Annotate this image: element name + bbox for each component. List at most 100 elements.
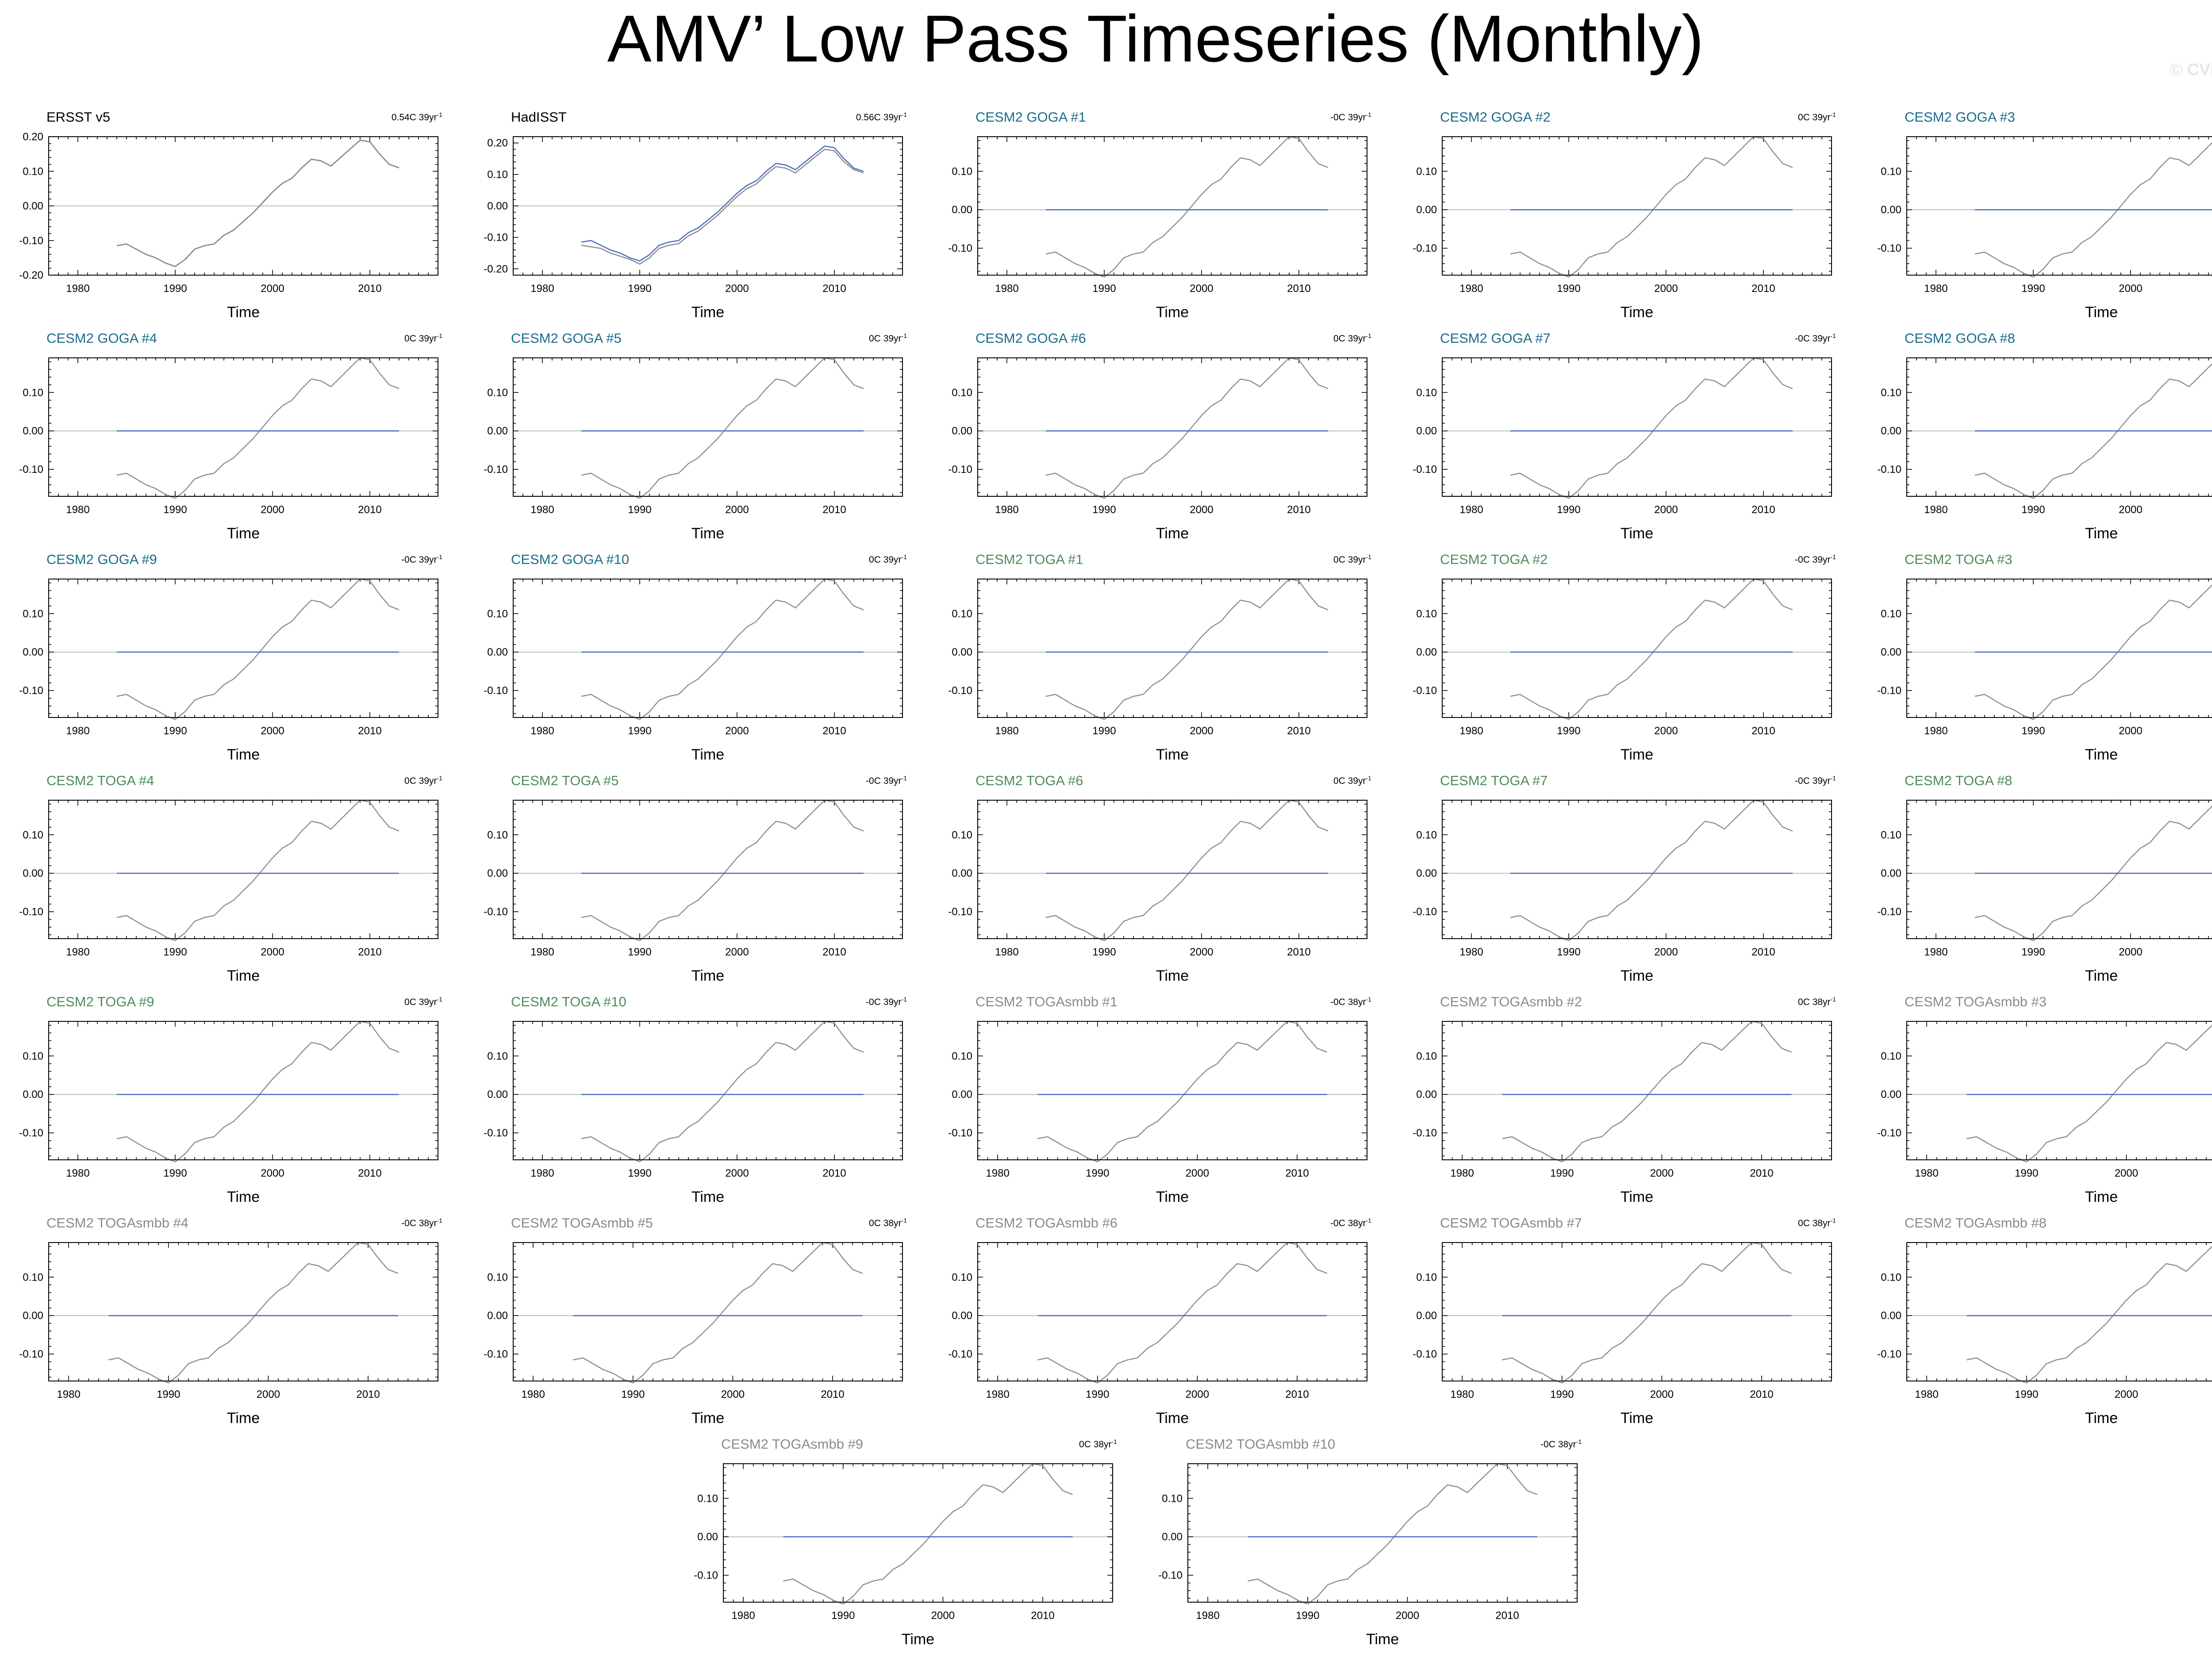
- x-tick-label: 1980: [66, 725, 89, 737]
- x-tick-label: 2000: [725, 1167, 749, 1179]
- x-axis-label: Time: [2085, 746, 2118, 763]
- observed-reference-line: [1248, 1463, 1538, 1605]
- y-tick-label: -0.10: [948, 464, 972, 476]
- chart-panel: ERSST v5 0.54C 39yr-1 Time -0.20 -0.10 0.00 0.…: [0, 105, 442, 326]
- plot-frame: [1906, 579, 2212, 718]
- x-tick-label: 2010: [821, 1389, 844, 1400]
- x-tick-label: 1990: [628, 283, 651, 295]
- y-tick-label: 0.00: [952, 1089, 972, 1101]
- x-tick-label: 1990: [621, 1389, 645, 1400]
- x-tick-label: 2010: [1287, 946, 1310, 958]
- y-tick-label: -0.10: [1877, 685, 1901, 697]
- observed-reference-line: [1510, 799, 1793, 941]
- x-tick-label: 1990: [628, 1167, 651, 1179]
- plot-frame: [513, 136, 903, 276]
- x-tick-label: 1990: [2015, 1389, 2038, 1400]
- x-axis-label: Time: [691, 1189, 725, 1205]
- chart-panel: CESM2 TOGAsmbb #2 0C 38yr-1 Time -0.10 0.00 0…: [1394, 990, 1836, 1211]
- y-tick-label: 0.00: [487, 867, 508, 879]
- panel-trend: -0C 38yr-1: [1540, 1438, 1582, 1450]
- y-tick-label: -0.10: [1877, 242, 1901, 254]
- plot-frame: [723, 1463, 1113, 1603]
- y-tick-label: 0.00: [487, 1310, 508, 1322]
- observed-reference-line: [1974, 584, 2212, 720]
- panel-trend: 0C 39yr-1: [404, 775, 442, 786]
- x-tick-label: 2010: [822, 946, 846, 958]
- x-tick-label: 1980: [530, 725, 554, 737]
- x-axis-label: Time: [1156, 967, 1189, 984]
- y-tick-label: -0.20: [484, 263, 508, 275]
- x-tick-label: 1980: [57, 1389, 80, 1400]
- y-tick-label: 0.10: [487, 169, 508, 180]
- x-tick-label: 2000: [261, 725, 284, 737]
- x-axis-label: Time: [2085, 967, 2118, 984]
- chart-panel: CESM2 GOGA #3-0C 39yr-1Time-0.100.000.10…: [1858, 105, 2212, 326]
- chart-panel: CESM2 GOGA #6 0C 39yr-1 Time -0.10 0.00 0.10 1…: [929, 326, 1371, 547]
- panel-trend: 0C 39yr-1: [1333, 553, 1371, 565]
- plot-frame: [1906, 357, 2212, 497]
- y-tick-label: -0.10: [1413, 464, 1437, 476]
- observed-reference-line: [1974, 142, 2212, 278]
- panel-title: CESM2 GOGA #4: [46, 330, 157, 346]
- y-tick-label: 0.00: [23, 867, 43, 879]
- y-tick-label: 0.00: [23, 1089, 43, 1101]
- panel-trend: 0C 38yr-1: [1079, 1438, 1117, 1450]
- x-tick-label: 1980: [731, 1610, 755, 1622]
- observed-reference-line: [116, 1020, 399, 1162]
- y-tick-label: 0.10: [1162, 1492, 1183, 1504]
- x-axis-label: Time: [691, 525, 725, 542]
- x-axis-label: Time: [2085, 1410, 2118, 1427]
- x-tick-label: 2010: [1285, 1167, 1309, 1179]
- observed-reference-line: [1045, 578, 1329, 720]
- plot-frame: [48, 800, 438, 939]
- chart-panel: CESM2 GOGA #80C 39yr-1Time-0.100.000.101…: [1858, 326, 2212, 547]
- y-tick-label: 0.10: [487, 387, 508, 399]
- x-tick-label: 1980: [995, 725, 1018, 737]
- x-tick-label: 1990: [1092, 946, 1116, 958]
- y-tick-label: 0.00: [23, 646, 43, 658]
- x-tick-label: 1980: [530, 283, 554, 295]
- y-tick-label: 0.00: [1162, 1531, 1183, 1543]
- x-tick-label: 2010: [1285, 1389, 1309, 1400]
- panel-title: CESM2 TOGAsmbb #2: [1440, 994, 1582, 1009]
- x-tick-label: 2010: [1751, 946, 1775, 958]
- panel-title: CESM2 TOGA #1: [975, 552, 1083, 567]
- panel-title: CESM2 TOGAsmbb #5: [511, 1215, 653, 1231]
- observed-reference-line: [1966, 1024, 2212, 1162]
- plot-frame: [48, 136, 438, 276]
- panel-trend: -0C 38yr-1: [1330, 996, 1371, 1007]
- plot-frame: [977, 1021, 1367, 1160]
- plot-frame: [513, 1242, 903, 1381]
- chart-panel: CESM2 TOGA #2 -0C 39yr-1 Time -0.10 0.00 0.10…: [1394, 547, 1836, 768]
- x-tick-label: 2010: [358, 1167, 381, 1179]
- x-tick-label: 1980: [995, 504, 1018, 516]
- y-tick-label: 0.00: [487, 200, 508, 212]
- chart-panel: CESM2 TOGA #6 0C 39yr-1 Time -0.10 0.00 0.10 1…: [929, 768, 1371, 990]
- y-tick-label: 0.00: [952, 1310, 972, 1322]
- chart-panel: CESM2 GOGA #4 0C 39yr-1 Time -0.10 0.00 0.10 1…: [0, 326, 442, 547]
- panel-title: CESM2 TOGAsmbb #7: [1440, 1215, 1582, 1231]
- series-line: [116, 139, 399, 267]
- x-tick-label: 1990: [163, 1167, 187, 1179]
- panel-trend: -0C 39yr-1: [1795, 553, 1836, 565]
- x-tick-label: 2010: [1750, 1389, 1773, 1400]
- x-tick-label: 2000: [1654, 283, 1678, 295]
- panel-trend: -0C 38yr-1: [1330, 1217, 1371, 1228]
- y-tick-label: 0.00: [952, 867, 972, 879]
- x-axis-label: Time: [1620, 304, 1654, 321]
- y-tick-label: -0.10: [484, 464, 508, 476]
- panel-trend: 0.54C 39yr-1: [391, 111, 442, 123]
- y-tick-label: 0.10: [952, 608, 972, 620]
- plot-frame: [513, 357, 903, 497]
- x-tick-label: 1990: [1086, 1167, 1109, 1179]
- x-tick-label: 2010: [358, 504, 381, 516]
- x-tick-label: 1980: [530, 946, 554, 958]
